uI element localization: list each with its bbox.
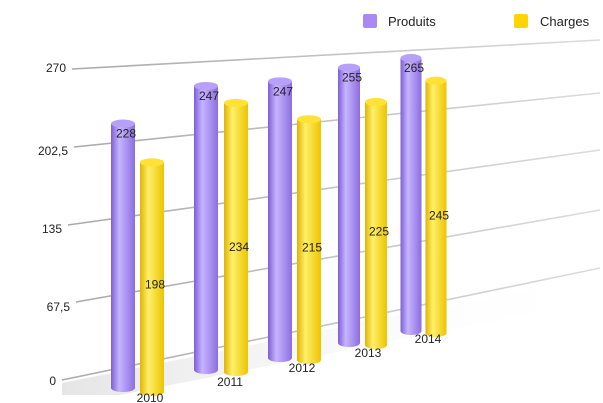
bar-body <box>365 102 387 345</box>
bar-produits-2010 <box>111 119 135 392</box>
bar-cap <box>268 77 292 86</box>
grid-line <box>71 39 601 70</box>
bar-cap <box>194 81 218 90</box>
data-label-produits-2012: 247 <box>273 84 293 98</box>
bar-body <box>140 162 164 392</box>
data-labels: 228 198 247 234 247 215 255 225 265 245 <box>116 61 449 292</box>
data-label-produits-2011: 247 <box>199 89 219 103</box>
bar-base <box>111 384 135 392</box>
x-tick-label: 2012 <box>289 361 316 375</box>
y-tick-label: 202,5 <box>38 144 68 158</box>
bar-base <box>400 327 422 335</box>
bar-charges-2010 <box>140 158 164 396</box>
bar-body <box>400 58 422 332</box>
legend-swatch-charges <box>514 14 528 28</box>
x-axis: 2010 2011 2012 2013 2014 <box>137 332 442 403</box>
bar-base <box>224 368 248 376</box>
y-tick-label: 0 <box>49 374 56 388</box>
bar-cap <box>224 98 248 107</box>
legend-label-charges: Charges <box>540 14 590 29</box>
bar-charges-2013 <box>365 98 387 349</box>
data-label-produits-2013: 255 <box>342 71 362 85</box>
bar-charges-2014 <box>425 76 447 337</box>
y-axis: 0 67,5 135 202,5 270 <box>38 61 70 388</box>
x-tick-label: 2014 <box>415 332 442 346</box>
y-tick-label: 67,5 <box>47 300 71 314</box>
bar-body <box>224 102 248 373</box>
x-tick-label: 2010 <box>137 391 164 403</box>
bar-cap <box>111 119 135 128</box>
bar-cap <box>140 158 164 167</box>
bar-base <box>338 339 360 347</box>
legend-swatch-produits <box>363 14 377 28</box>
data-label-charges-2011: 234 <box>229 240 249 254</box>
x-tick-label: 2011 <box>217 375 243 389</box>
legend-label-produits: Produits <box>388 14 436 29</box>
bar-cap <box>365 98 387 106</box>
y-tick-label: 270 <box>46 61 66 75</box>
bar-produits-2012 <box>268 77 292 362</box>
bar-body <box>194 85 218 370</box>
bar-charges-2012 <box>297 115 321 364</box>
bar-produits-2011 <box>194 81 218 374</box>
data-label-produits-2010: 228 <box>116 127 136 141</box>
bar-base <box>268 354 292 362</box>
bar-base <box>297 356 321 364</box>
bar-charges-2011 <box>224 98 248 376</box>
bar-body <box>297 119 321 360</box>
bars <box>111 54 447 396</box>
bar-produits-2013 <box>338 63 360 347</box>
y-tick-label: 135 <box>42 222 62 236</box>
bar-cap <box>425 76 447 85</box>
data-label-charges-2014: 245 <box>429 208 449 222</box>
bar-body <box>425 80 447 334</box>
data-label-produits-2014: 265 <box>404 61 424 75</box>
bar-produits-2014 <box>400 54 422 335</box>
bar-body <box>111 123 135 389</box>
bar-body <box>338 67 360 343</box>
bar-base <box>425 329 447 337</box>
legend: Produits Charges <box>363 14 590 29</box>
bar-base <box>140 388 164 396</box>
data-label-charges-2012: 215 <box>302 241 322 255</box>
bar-body <box>268 81 292 359</box>
grid-line <box>73 92 601 148</box>
data-label-charges-2013: 225 <box>369 225 389 239</box>
x-tick-label: 2013 <box>355 346 382 360</box>
data-label-charges-2010: 198 <box>145 278 165 292</box>
bar-base <box>365 341 387 349</box>
bar-cap <box>338 63 360 72</box>
bar-base <box>194 366 218 374</box>
bar-cap <box>400 54 422 63</box>
bar-cap <box>297 115 321 124</box>
